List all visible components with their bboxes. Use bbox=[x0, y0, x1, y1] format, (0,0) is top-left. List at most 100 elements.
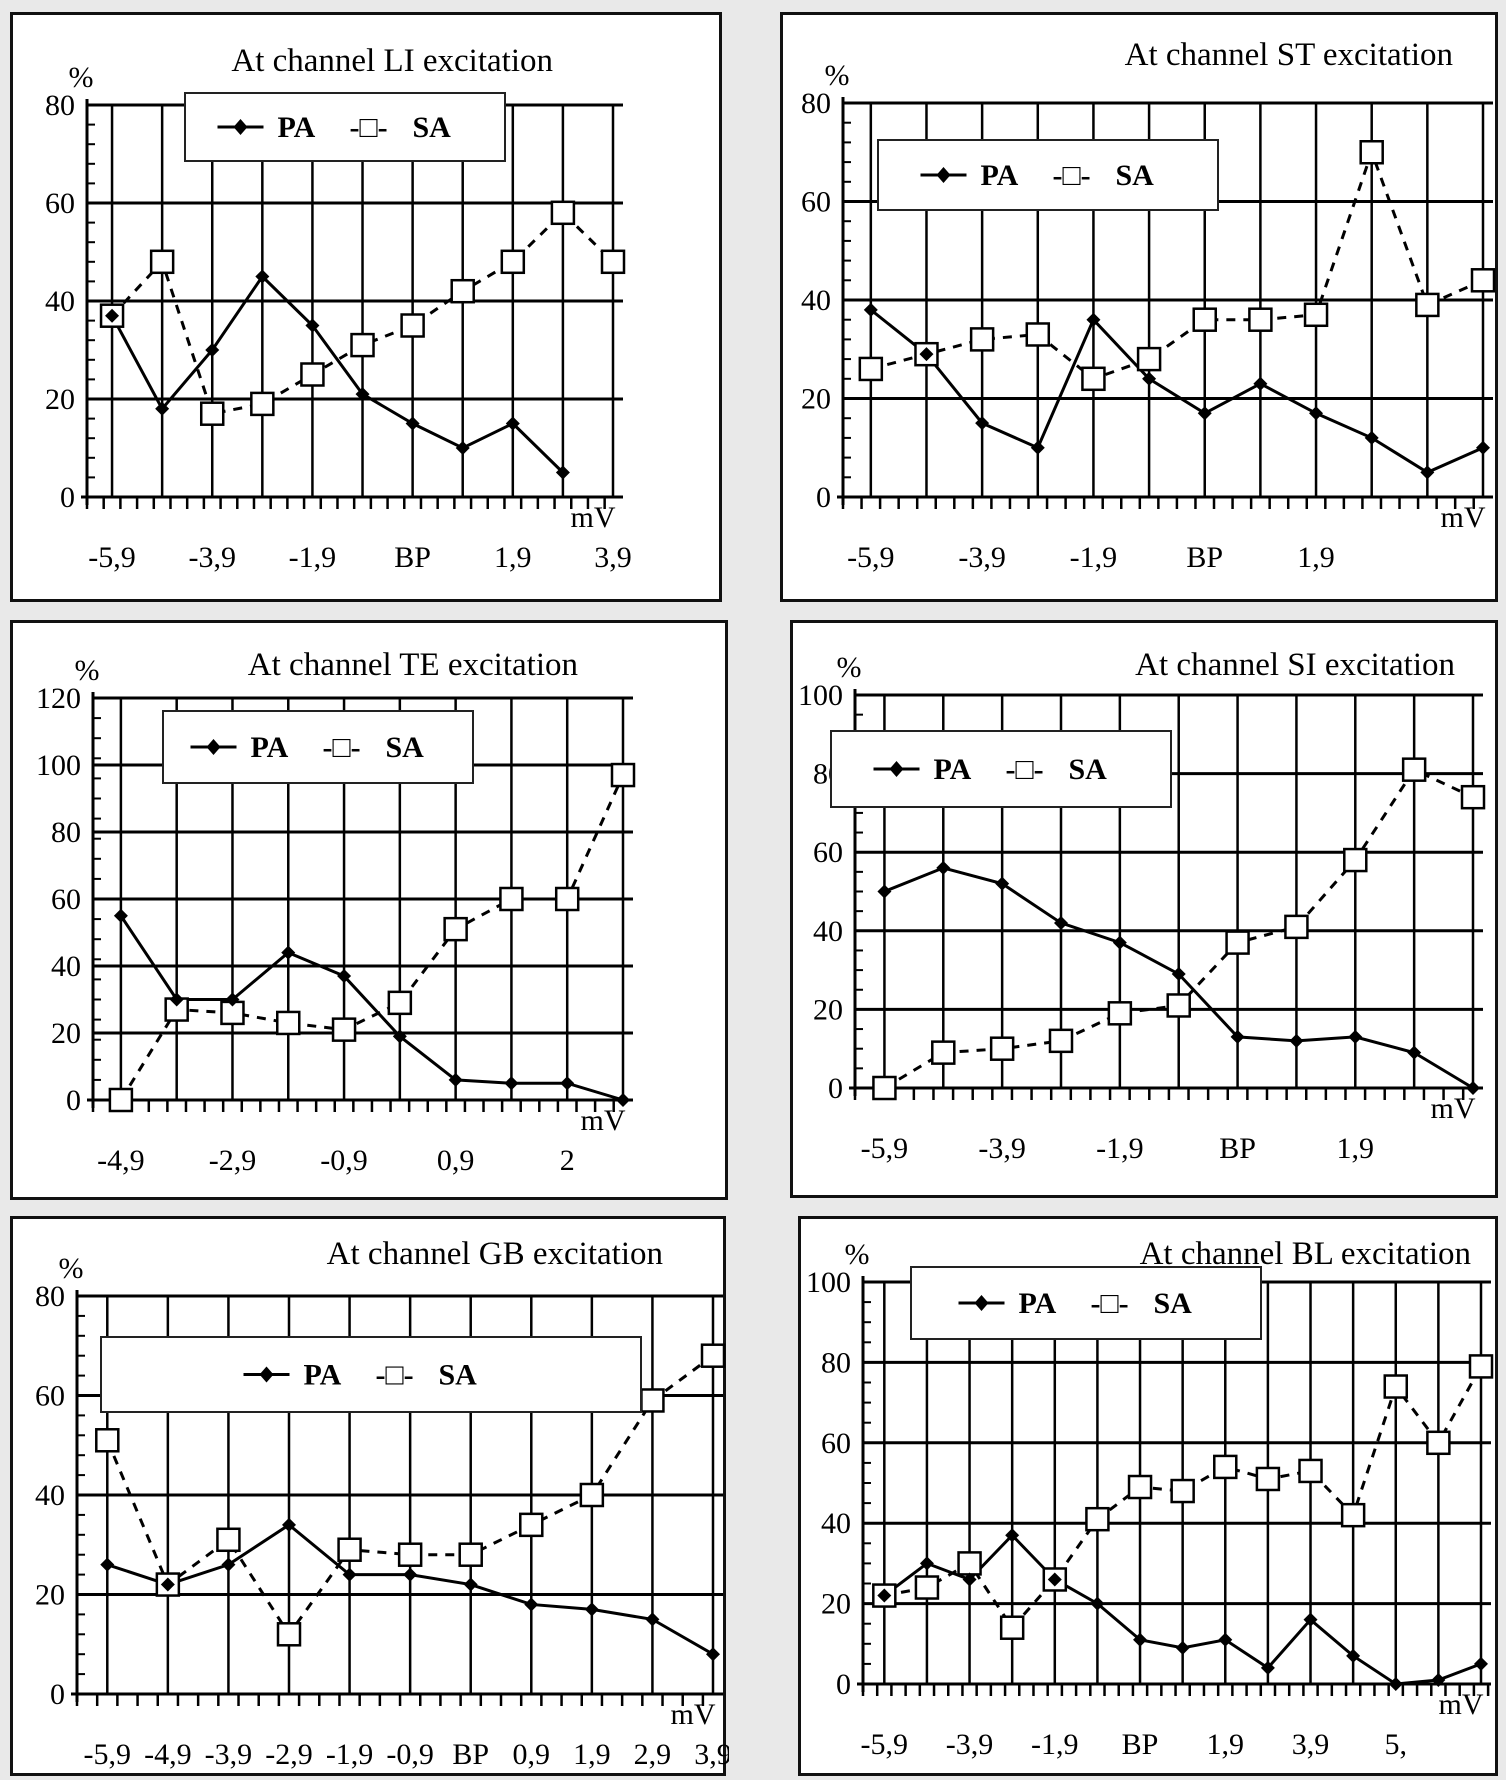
chart-panel-gb: 0 20 40 60 80 -5,9 -4,9 -3,9 -2,9 -1,9 -0,9 BP 0,9 1,… bbox=[10, 1216, 729, 1776]
x-tick-label: 2 bbox=[560, 1144, 575, 1177]
x-unit-label: mV bbox=[571, 501, 616, 534]
sa-point bbox=[337, 1537, 362, 1562]
x-tick-label: -5,9 bbox=[88, 541, 136, 574]
pa-point bbox=[1005, 1528, 1020, 1543]
pa-point bbox=[1303, 1612, 1318, 1627]
legend-sa-marker: -□- bbox=[1006, 753, 1044, 786]
x-unit-label: mV bbox=[1439, 1688, 1484, 1721]
x-tick-label: -3,9 bbox=[978, 1132, 1026, 1165]
sa-point bbox=[1340, 1502, 1366, 1528]
chart-title: At channel LI excitation bbox=[231, 43, 553, 79]
pa-point bbox=[225, 992, 240, 1007]
sa-point bbox=[276, 1010, 301, 1036]
pa-point bbox=[405, 416, 420, 431]
x-tick-label: 0,9 bbox=[437, 1144, 475, 1177]
sa-point bbox=[149, 249, 175, 275]
sa-point bbox=[387, 990, 413, 1016]
sa-point bbox=[458, 1542, 483, 1567]
x-tick-label: -5,9 bbox=[84, 1738, 132, 1771]
pa-point bbox=[1030, 440, 1045, 455]
sa-point bbox=[499, 886, 524, 912]
y-tick-label: 40 bbox=[821, 1507, 851, 1540]
y-tick-label: 100 bbox=[806, 1266, 851, 1299]
legend-sa-label: SA bbox=[1069, 753, 1108, 786]
y-tick-label: 60 bbox=[51, 883, 81, 916]
y-tick-label: 80 bbox=[821, 1346, 851, 1379]
x-tick-label: -3,9 bbox=[188, 541, 236, 574]
sa-point bbox=[199, 401, 225, 426]
sa-point bbox=[350, 332, 375, 358]
pa-point bbox=[1260, 1660, 1275, 1675]
x-tick-label: -4,9 bbox=[144, 1738, 192, 1771]
pa-point bbox=[1309, 406, 1324, 421]
legend-sa-label: SA bbox=[1116, 159, 1155, 192]
sa-point bbox=[95, 1428, 120, 1453]
y-axis-label: % bbox=[69, 61, 94, 94]
y-tick-label: 60 bbox=[801, 186, 831, 219]
pa-point bbox=[463, 1577, 478, 1592]
legend-pa-label: PA bbox=[304, 1359, 342, 1392]
x-tick-label: 2,9 bbox=[634, 1738, 672, 1771]
sa-point bbox=[872, 1075, 897, 1101]
pa-point bbox=[100, 1557, 115, 1572]
y-tick-label: 60 bbox=[813, 836, 843, 869]
x-tick-label: 1,9 bbox=[1297, 541, 1335, 574]
sa-point bbox=[1048, 1028, 1074, 1054]
pa-point bbox=[1171, 967, 1186, 982]
y-tick-label: 100 bbox=[36, 749, 81, 782]
sa-point bbox=[1284, 914, 1309, 940]
sa-point bbox=[1359, 140, 1384, 165]
sa-series-line bbox=[105, 1354, 714, 1637]
sa-point bbox=[1107, 1001, 1133, 1026]
sa-point bbox=[1225, 930, 1250, 955]
pa-point bbox=[1142, 371, 1157, 386]
legend-pa-marker bbox=[233, 119, 248, 135]
legend-pa-marker bbox=[889, 761, 904, 777]
pa-point bbox=[105, 308, 120, 323]
sa-point bbox=[1170, 1478, 1195, 1504]
y-tick-label: 40 bbox=[35, 1479, 65, 1512]
sa-point bbox=[914, 1575, 940, 1600]
sa-point bbox=[300, 362, 325, 387]
x-tick-label: 5, bbox=[1385, 1728, 1408, 1761]
pa-point bbox=[160, 1577, 175, 1592]
chart-panel-li: 0 20 40 60 80 -5,9 -3,9 -1,9 BP 1,9 3,9 mV% At chann… bbox=[10, 12, 722, 602]
pa-point bbox=[1054, 915, 1068, 930]
sa-point bbox=[1470, 268, 1496, 293]
y-tick-label: 40 bbox=[51, 950, 81, 983]
sa-point bbox=[969, 327, 995, 352]
sa-point bbox=[216, 1527, 241, 1553]
x-tick-label: -1,9 bbox=[326, 1738, 374, 1771]
sa-point bbox=[1081, 366, 1106, 392]
x-tick-label: 1,9 bbox=[1207, 1728, 1245, 1761]
sa-point bbox=[1298, 1458, 1323, 1484]
sa-point bbox=[1303, 302, 1329, 328]
pa-point bbox=[1230, 1029, 1245, 1044]
legend-pa-label: PA bbox=[1019, 1287, 1057, 1320]
y-tick-label: 0 bbox=[60, 481, 75, 514]
legend-sa-marker: -□- bbox=[376, 1359, 414, 1392]
x-tick-label: -4,9 bbox=[97, 1144, 145, 1177]
sa-point bbox=[1248, 307, 1273, 332]
sa-point bbox=[999, 1615, 1025, 1640]
legend-pa-marker bbox=[936, 167, 951, 183]
pa-point bbox=[975, 416, 990, 431]
pa-point bbox=[524, 1597, 539, 1612]
x-tick-label: -3,9 bbox=[958, 541, 1006, 574]
pa-point bbox=[936, 860, 951, 875]
sa-series-line bbox=[110, 210, 615, 416]
pa-point bbox=[584, 1602, 599, 1617]
sa-point bbox=[640, 1388, 665, 1413]
pa-series-line bbox=[110, 274, 564, 474]
y-tick-label: 0 bbox=[66, 1084, 81, 1117]
pa-point bbox=[342, 1567, 357, 1582]
pa-point bbox=[1431, 1672, 1446, 1687]
legend-pa-label: PA bbox=[934, 753, 972, 786]
sa-point bbox=[1166, 993, 1191, 1018]
x-unit-label: mV bbox=[1431, 1092, 1476, 1125]
sa-point bbox=[600, 249, 626, 275]
pa-point bbox=[403, 1567, 418, 1582]
pa-point bbox=[1175, 1640, 1190, 1655]
sa-point bbox=[108, 1087, 134, 1113]
pa-point bbox=[1090, 1596, 1105, 1611]
